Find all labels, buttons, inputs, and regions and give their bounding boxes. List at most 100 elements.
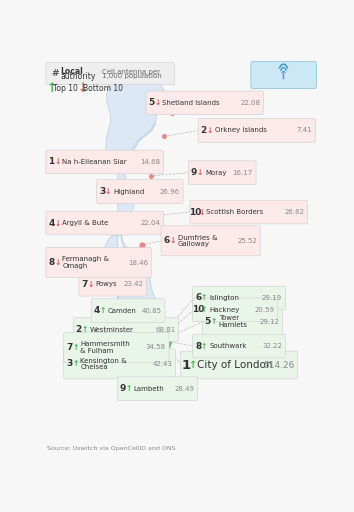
Text: ↑: ↑: [126, 384, 132, 393]
Text: 514.26: 514.26: [263, 360, 295, 370]
Text: 32.22: 32.22: [262, 343, 282, 349]
FancyBboxPatch shape: [189, 161, 256, 184]
Text: ↓: ↓: [206, 126, 213, 135]
Text: ↓: ↓: [105, 187, 112, 196]
Text: Argyll & Bute: Argyll & Bute: [62, 220, 109, 226]
Text: 6: 6: [195, 293, 201, 303]
Text: ↑: ↑: [72, 359, 79, 368]
Text: 4: 4: [48, 219, 55, 227]
FancyBboxPatch shape: [202, 307, 282, 336]
Text: ↓: ↓: [87, 280, 93, 289]
FancyBboxPatch shape: [190, 200, 307, 224]
FancyBboxPatch shape: [64, 332, 169, 362]
Text: ↑: ↑: [72, 343, 79, 352]
FancyBboxPatch shape: [180, 351, 298, 379]
Text: ↑: ↑: [82, 325, 88, 334]
FancyBboxPatch shape: [193, 298, 278, 322]
Polygon shape: [106, 71, 164, 173]
FancyBboxPatch shape: [97, 180, 183, 203]
Text: ↓: ↓: [197, 168, 203, 177]
Text: Na h-Eileanan Siar: Na h-Eileanan Siar: [62, 159, 127, 165]
Text: 26.62: 26.62: [284, 209, 304, 215]
Text: Southwark: Southwark: [209, 343, 246, 349]
Text: 3: 3: [99, 187, 105, 196]
FancyBboxPatch shape: [251, 61, 316, 89]
Text: ↑: ↑: [201, 305, 207, 314]
FancyBboxPatch shape: [193, 286, 285, 310]
Text: 6: 6: [164, 237, 170, 245]
Text: 7: 7: [81, 280, 87, 289]
Text: Source: Uswitch via OpenCelliD and ONS: Source: Uswitch via OpenCelliD and ONS: [47, 446, 176, 451]
FancyBboxPatch shape: [198, 119, 315, 142]
Text: ↑: ↑: [201, 293, 207, 303]
Text: 22.04: 22.04: [140, 220, 160, 226]
Text: Islington: Islington: [209, 295, 239, 301]
Text: 42.43: 42.43: [152, 361, 172, 367]
Text: ↓: ↓: [198, 207, 205, 217]
Text: 8: 8: [195, 342, 201, 351]
Text: 16.17: 16.17: [233, 169, 253, 176]
Text: 2: 2: [76, 325, 82, 334]
Polygon shape: [86, 249, 102, 274]
Text: Scottish Borders: Scottish Borders: [206, 209, 264, 215]
Text: Orkney Islands: Orkney Islands: [215, 127, 267, 134]
Text: 29.12: 29.12: [259, 318, 279, 325]
Circle shape: [145, 323, 170, 358]
Text: 28.49: 28.49: [174, 386, 194, 392]
Text: ↑: ↑: [188, 360, 196, 370]
FancyBboxPatch shape: [46, 247, 151, 278]
Text: 3: 3: [66, 359, 72, 368]
Text: ↓: ↓: [77, 82, 88, 95]
Text: 26.96: 26.96: [160, 188, 180, 195]
Text: Hackney: Hackney: [209, 307, 240, 313]
Text: 1,000 population: 1,000 population: [102, 73, 162, 79]
FancyBboxPatch shape: [193, 334, 285, 358]
Text: Local: Local: [60, 67, 83, 76]
Text: Bottom 10: Bottom 10: [83, 84, 123, 93]
Text: Lambeth: Lambeth: [134, 386, 165, 392]
Polygon shape: [102, 122, 160, 376]
FancyBboxPatch shape: [46, 211, 163, 235]
Text: 2: 2: [200, 126, 207, 135]
FancyBboxPatch shape: [117, 377, 197, 400]
Text: Top 10: Top 10: [53, 84, 78, 93]
Text: 5: 5: [148, 98, 155, 108]
Text: ↓: ↓: [54, 158, 61, 166]
FancyBboxPatch shape: [46, 150, 163, 174]
Text: 8: 8: [48, 258, 55, 267]
Text: 7.41: 7.41: [297, 127, 312, 134]
Text: 4: 4: [93, 306, 100, 315]
Text: 10: 10: [192, 305, 204, 314]
Text: 22.08: 22.08: [240, 100, 260, 106]
Text: Hammersmith
& Fulham: Hammersmith & Fulham: [80, 341, 130, 353]
Text: 14.68: 14.68: [140, 159, 160, 165]
Text: 18.46: 18.46: [128, 260, 148, 266]
Text: 9: 9: [191, 168, 197, 177]
FancyBboxPatch shape: [79, 272, 146, 296]
Text: Shetland Islands: Shetland Islands: [162, 100, 220, 106]
Text: 40.85: 40.85: [142, 308, 162, 313]
Text: Kensington &
Chelsea: Kensington & Chelsea: [80, 357, 127, 370]
Text: ↓: ↓: [54, 258, 61, 267]
Text: ↓: ↓: [170, 237, 176, 245]
FancyBboxPatch shape: [64, 349, 175, 379]
Text: ↑: ↑: [99, 306, 106, 315]
Text: 29.19: 29.19: [262, 295, 282, 301]
Text: 25.52: 25.52: [237, 238, 257, 244]
FancyBboxPatch shape: [161, 226, 260, 256]
Text: ↑: ↑: [201, 342, 207, 351]
Text: ↑: ↑: [211, 317, 217, 326]
Text: ↑: ↑: [47, 82, 57, 95]
Text: authority: authority: [60, 72, 96, 80]
Text: Tower
Hamlets: Tower Hamlets: [219, 315, 247, 328]
FancyBboxPatch shape: [46, 62, 174, 84]
Text: Dumfries &
Galloway: Dumfries & Galloway: [178, 234, 217, 247]
Text: 23.42: 23.42: [123, 281, 143, 287]
Text: Powys: Powys: [95, 281, 117, 287]
Text: Cell antenna per: Cell antenna per: [102, 69, 160, 75]
Text: Fermanagh &
Omagh: Fermanagh & Omagh: [62, 256, 109, 269]
Text: 20.59: 20.59: [255, 307, 274, 313]
Text: 5: 5: [205, 317, 211, 326]
Text: 9: 9: [120, 384, 126, 393]
Text: Camden: Camden: [108, 308, 137, 313]
